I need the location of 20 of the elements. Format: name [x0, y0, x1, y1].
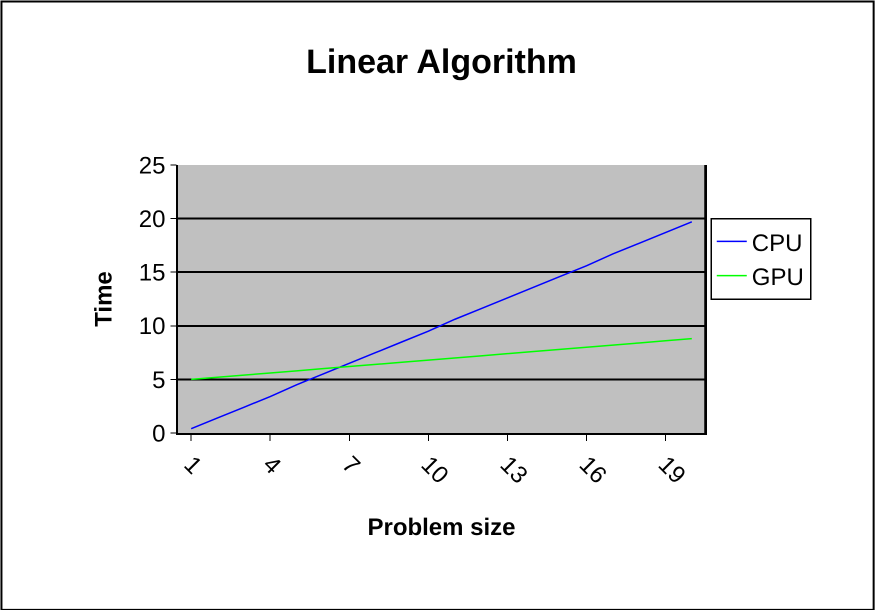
line-series: [190, 338, 693, 380]
x-tick-label: 1: [178, 451, 207, 480]
x-tick-label: 7: [336, 451, 366, 480]
x-tick-label: 16: [574, 451, 612, 490]
x-tick-label: 10: [416, 451, 454, 490]
x-axis-title: Problem size: [367, 514, 516, 541]
y-tick-label: 5: [152, 366, 166, 394]
y-tick-label: 25: [138, 152, 166, 180]
legend-label: GPU: [752, 264, 804, 291]
legend-label: CPU: [752, 230, 802, 257]
x-tick-label: 4: [258, 451, 286, 480]
x-tick-label: 13: [494, 451, 533, 490]
line-series: [190, 221, 693, 430]
y-tick-label: 15: [138, 260, 166, 287]
chart-title: Linear Algorithm: [306, 42, 577, 81]
y-tick-label: 10: [138, 313, 166, 340]
x-tick-label: 19: [652, 451, 691, 490]
y-tick-label: 20: [138, 206, 166, 233]
y-tick-label: 0: [152, 420, 166, 448]
y-axis-title: Time: [90, 271, 118, 327]
